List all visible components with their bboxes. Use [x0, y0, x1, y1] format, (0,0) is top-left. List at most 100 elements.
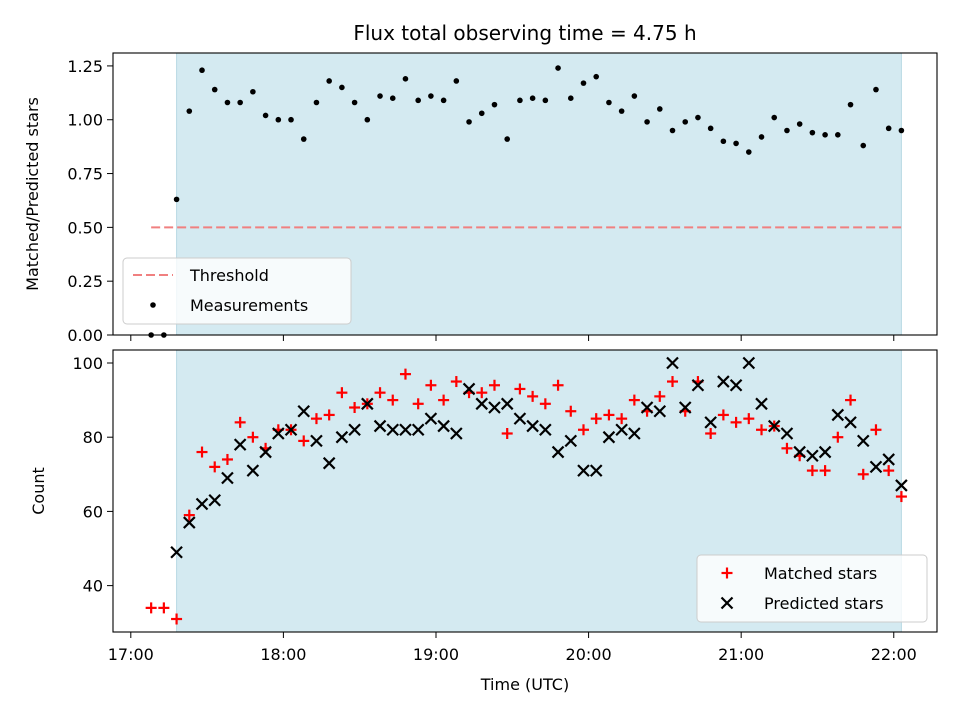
- measurement-point: [720, 138, 727, 145]
- measurement-point: [402, 76, 409, 82]
- legend-box: [122, 257, 352, 325]
- predicted-star-point: [462, 382, 476, 396]
- matched-star-point: [845, 394, 857, 406]
- legend-threshold-label: Threshold: [189, 266, 269, 285]
- x-tick-label: 19:00: [413, 645, 459, 664]
- measurement-point: [809, 129, 816, 136]
- top-y-axis-label: Matched/Predicted stars: [23, 97, 42, 291]
- predicted-star-point: [755, 397, 768, 411]
- legend-matched-label: Matched stars: [764, 564, 877, 583]
- matched-star-point: [781, 442, 793, 454]
- predicted-star-point: [551, 445, 565, 459]
- matched-star-point: [171, 613, 183, 625]
- predicted-star-point: [399, 423, 412, 437]
- predicted-star-point: [831, 408, 845, 422]
- measurement-point: [211, 86, 218, 93]
- predicted-star-point: [424, 412, 438, 425]
- predicted-star-point: [717, 375, 730, 388]
- matched-star-point: [476, 387, 488, 399]
- matched-star-point: [654, 390, 666, 402]
- predicted-star-point: [373, 419, 387, 433]
- top-panel: 0.00 0.25 0.50 0.75 1.00 1.25 Matched/Predict…: [23, 52, 938, 345]
- measurement-point: [695, 114, 701, 121]
- matched-star-point: [806, 465, 818, 477]
- predicted-star-point: [564, 434, 578, 448]
- matched-star-point: [247, 431, 259, 443]
- predicted-star-point: [640, 401, 654, 414]
- measurement-point: [542, 97, 549, 104]
- matched-star-point: [857, 468, 869, 480]
- matched-star-point: [387, 394, 399, 406]
- predicted-star-point: [742, 356, 756, 370]
- measurement-point: [656, 106, 663, 112]
- measurement-point: [199, 67, 205, 74]
- measurement-point: [440, 97, 447, 104]
- matched-star-point: [450, 376, 462, 388]
- matched-star-point: [883, 465, 895, 477]
- matched-star-point: [895, 491, 907, 503]
- measurement-point: [885, 125, 892, 132]
- predicted-star-point: [246, 464, 260, 477]
- matched-star-point: [399, 368, 411, 380]
- legend-box: [696, 554, 928, 623]
- predicted-star-point: [818, 445, 832, 459]
- measurement-point: [669, 127, 676, 134]
- predicted-star-point: [310, 434, 323, 448]
- matched-star-point: [870, 424, 882, 436]
- predicted-star-point: [780, 427, 794, 440]
- x-tick-label: 17:00: [108, 645, 154, 664]
- measurement-point: [478, 110, 485, 117]
- measurement-point: [275, 116, 282, 123]
- matched-star-point: [488, 379, 500, 391]
- predicted-star-point: [882, 453, 895, 466]
- predicted-star-point: [729, 378, 743, 392]
- y-tick-label: 0.75: [67, 165, 103, 184]
- measurement-point: [224, 99, 231, 106]
- predicted-star-point: [475, 397, 489, 411]
- predicted-star-point: [361, 397, 374, 411]
- predicted-star-point: [628, 427, 641, 440]
- matched-star-point: [158, 602, 170, 614]
- measurement-point: [300, 136, 307, 142]
- measurement-point: [822, 132, 828, 138]
- matched-star-point: [756, 424, 768, 436]
- matched-star-point: [743, 413, 755, 425]
- predicted-star-point: [221, 471, 234, 485]
- measurement-point: [415, 97, 421, 104]
- predicted-star-point: [284, 423, 298, 437]
- predicted-star-point: [526, 419, 539, 433]
- measurement-point: [733, 140, 739, 147]
- measurement-point: [313, 99, 320, 106]
- matched-star-point: [336, 387, 348, 399]
- matched-star-point: [730, 416, 742, 428]
- matched-star-point: [298, 435, 310, 447]
- predicted-star-point: [195, 497, 209, 511]
- predicted-star-point: [856, 434, 870, 448]
- matched-star-point: [145, 602, 157, 614]
- y-tick-label: 1.00: [67, 111, 103, 130]
- measurement-point: [707, 125, 714, 132]
- predicted-star-point: [704, 416, 717, 429]
- matched-star-point: [234, 416, 246, 428]
- matched-star-point: [183, 509, 195, 521]
- y-tick-label: 40: [83, 577, 103, 596]
- predicted-star-point: [615, 423, 628, 437]
- predicted-star-point: [602, 430, 616, 444]
- matched-star-point: [552, 379, 564, 391]
- matched-star-point: [209, 461, 221, 473]
- measurement-point: [593, 73, 600, 80]
- predicted-star-point: [895, 479, 908, 492]
- predicted-star-point: [767, 419, 781, 433]
- matched-star-point: [221, 453, 233, 465]
- predicted-star-point: [869, 460, 883, 474]
- bottom-y-ticks: 40 60 80 100: [72, 354, 113, 596]
- measurement-point: [784, 127, 790, 134]
- y-tick-label: 0.50: [67, 218, 103, 237]
- measurement-point: [237, 99, 243, 106]
- predicted-star-point: [170, 545, 183, 559]
- measurement-point: [186, 108, 193, 114]
- matched-star-point: [667, 376, 679, 388]
- matched-star-point: [603, 409, 615, 421]
- bottom-panel: 17:00 18:00 19:00 20:00 21:00 22:00 40 60 80 100…: [29, 349, 938, 694]
